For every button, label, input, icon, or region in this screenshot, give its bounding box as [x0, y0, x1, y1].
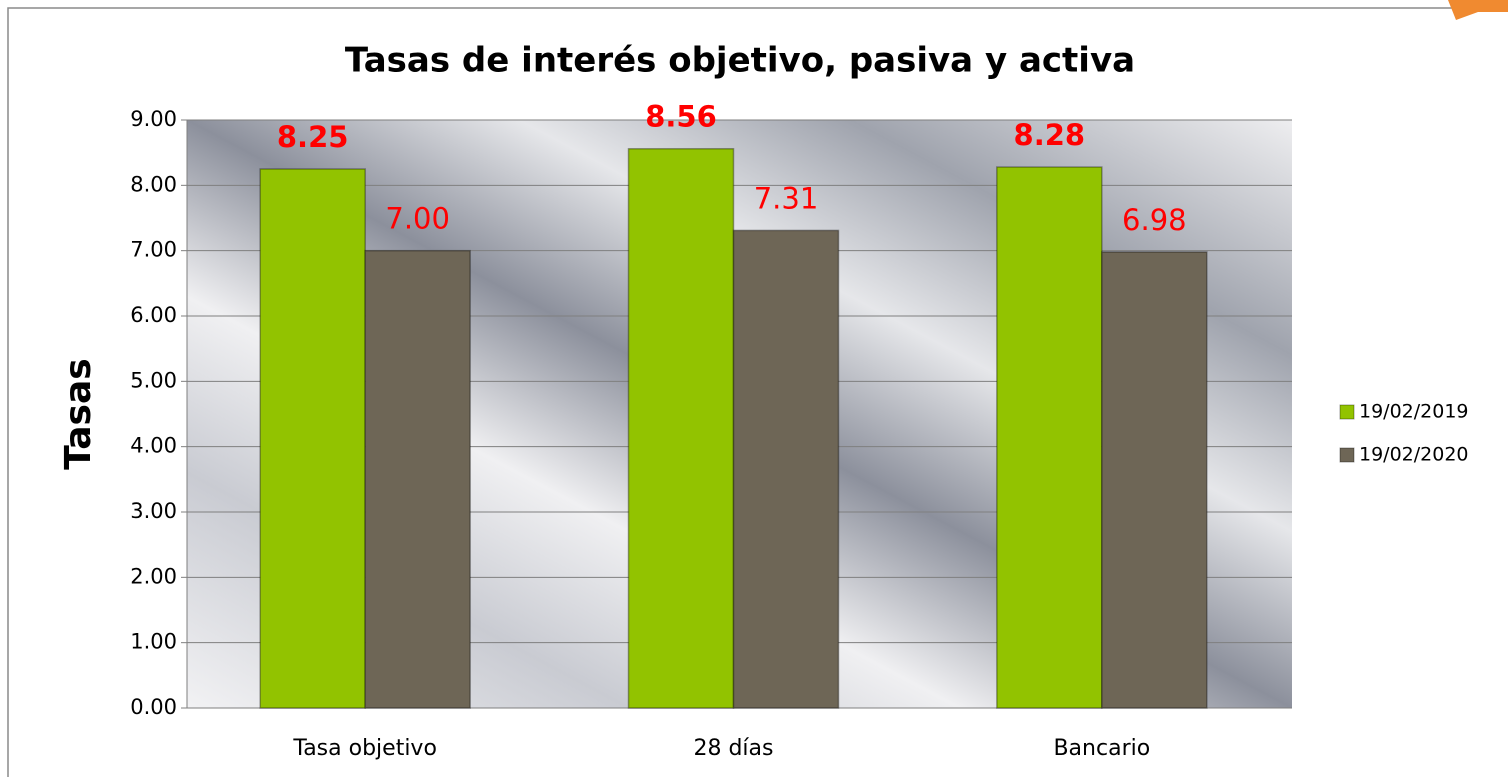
y-tick-label: 4.00	[130, 434, 177, 458]
y-axis-title: Tasas	[58, 358, 99, 469]
corner-decoration	[1448, 0, 1508, 20]
y-tick-label: 8.00	[130, 172, 177, 196]
bar	[732, 229, 840, 709]
y-tick-label: 2.00	[130, 564, 177, 588]
legend-swatch	[1339, 447, 1355, 463]
value-label: 7.31	[754, 181, 819, 215]
y-tick-label: 0.00	[130, 695, 177, 719]
bar	[1101, 251, 1208, 709]
y-tick-label: 5.00	[130, 368, 177, 392]
value-label: 8.56	[645, 100, 717, 134]
legend-label: 19/02/2020	[1359, 444, 1469, 466]
legend-swatch	[1339, 404, 1355, 420]
value-label: 8.28	[1014, 118, 1086, 152]
x-tick-label: Tasa objetivo	[292, 736, 437, 761]
x-tick-label: 28 días	[693, 736, 773, 761]
y-tick-label: 6.00	[130, 303, 177, 327]
value-label: 8.25	[277, 120, 349, 154]
value-label: 7.00	[385, 202, 450, 236]
y-tick-label: 9.00	[130, 107, 177, 131]
bar	[364, 249, 471, 709]
bar	[996, 166, 1103, 709]
bar	[627, 147, 735, 709]
y-tick-label: 3.00	[130, 499, 177, 523]
y-tick-label: 7.00	[130, 238, 177, 262]
bar	[259, 168, 366, 709]
x-tick-label: Bancario	[1053, 736, 1150, 761]
legend-label: 19/02/2019	[1359, 401, 1469, 423]
y-tick-label: 1.00	[130, 630, 177, 654]
value-label: 6.98	[1122, 203, 1187, 237]
chart-title: Tasas de interés objetivo, pasiva y acti…	[345, 41, 1135, 81]
